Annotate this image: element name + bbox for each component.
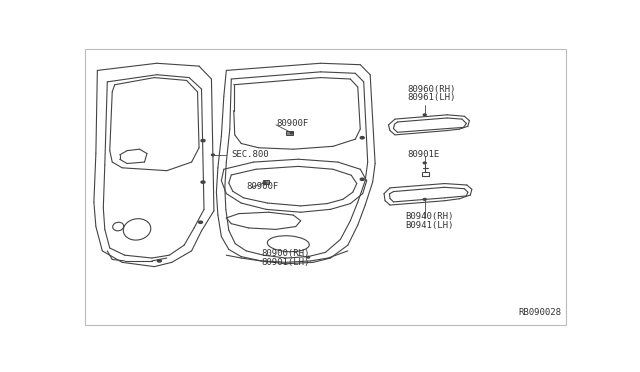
Circle shape bbox=[211, 154, 214, 156]
Text: B0940(RH): B0940(RH) bbox=[405, 212, 453, 221]
Circle shape bbox=[201, 140, 205, 142]
Circle shape bbox=[263, 182, 266, 183]
Circle shape bbox=[360, 178, 364, 180]
Circle shape bbox=[423, 198, 426, 200]
Circle shape bbox=[360, 137, 364, 139]
Circle shape bbox=[423, 162, 426, 164]
Circle shape bbox=[198, 221, 202, 223]
Text: 80961(LH): 80961(LH) bbox=[408, 93, 456, 102]
Circle shape bbox=[291, 132, 293, 134]
Bar bbox=[286, 131, 292, 135]
Text: 80900F: 80900F bbox=[276, 119, 308, 128]
Text: 80900F: 80900F bbox=[246, 182, 278, 191]
Text: B0941(LH): B0941(LH) bbox=[405, 221, 453, 230]
Text: RB090028: RB090028 bbox=[518, 308, 561, 317]
Text: 80901E: 80901E bbox=[408, 150, 440, 160]
Bar bbox=[262, 180, 269, 183]
Text: 80900(RH): 80900(RH) bbox=[261, 249, 309, 258]
Text: 80960(RH): 80960(RH) bbox=[408, 84, 456, 93]
Text: 80901(LH): 80901(LH) bbox=[261, 258, 309, 267]
Text: SEC.800: SEC.800 bbox=[231, 150, 269, 160]
Circle shape bbox=[307, 256, 310, 258]
Circle shape bbox=[157, 260, 161, 262]
Circle shape bbox=[201, 181, 205, 183]
Circle shape bbox=[423, 114, 426, 116]
